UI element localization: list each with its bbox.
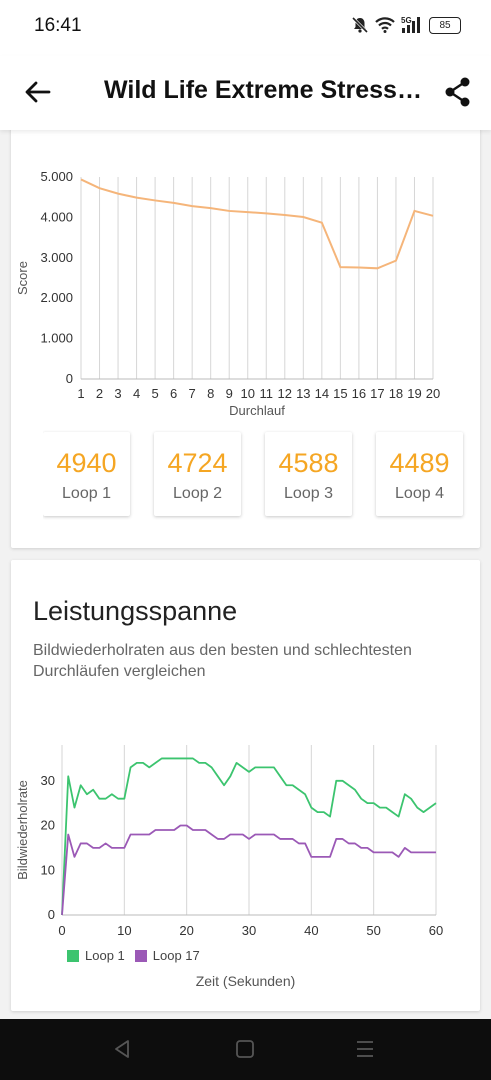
- status-time: 16:41: [34, 15, 82, 36]
- x-tick-label: 20: [179, 923, 193, 938]
- share-icon: [445, 77, 470, 107]
- status-icons: 5G 85: [351, 16, 461, 34]
- loop-label: Loop 4: [395, 485, 444, 502]
- x-tick-label: 9: [226, 386, 233, 401]
- performance-card: Leistungsspanne Bildwiederholraten aus d…: [11, 560, 480, 1011]
- loop-label: Loop 3: [284, 485, 333, 502]
- nav-bar: [0, 1019, 491, 1080]
- status-bar: 16:41 5G: [0, 0, 491, 56]
- battery-icon: 85: [429, 16, 461, 34]
- loop-cards[interactable]: 4940 Loop 1 4724 Loop 2 4588 Loop 3 4489…: [43, 430, 469, 520]
- y-tick-label: 0: [66, 371, 73, 386]
- x-tick-label: 19: [407, 386, 421, 401]
- y-tick-label: 10: [41, 862, 55, 877]
- x-tick-label: 7: [189, 386, 196, 401]
- x-tick-label: 50: [366, 923, 380, 938]
- app-bar: Wild Life Extreme Stress Test: [0, 56, 491, 130]
- y-axis-title: Bildwiederholrate: [15, 780, 30, 880]
- y-tick-label: 3.000: [40, 250, 73, 265]
- nav-recents-button[interactable]: [354, 1038, 376, 1065]
- loop-label: Loop 2: [173, 485, 222, 502]
- loop-card[interactable]: 4588 Loop 3: [265, 432, 352, 516]
- x-axis-title: Durchlauf: [229, 403, 285, 418]
- x-tick-label: 15: [333, 386, 347, 401]
- x-tick-label: 20: [426, 386, 440, 401]
- mute-icon: [351, 16, 369, 34]
- legend-item-loop-1[interactable]: Loop 1: [67, 948, 125, 963]
- y-axis-title: Score: [15, 261, 30, 295]
- share-button[interactable]: [443, 76, 473, 108]
- legend-label: Loop 1: [85, 948, 125, 963]
- x-tick-label: 14: [315, 386, 329, 401]
- y-tick-label: 5.000: [40, 169, 73, 184]
- x-tick-label: 60: [429, 923, 443, 938]
- loop-card[interactable]: 4940 Loop 1: [43, 432, 130, 516]
- x-tick-label: 0: [58, 923, 65, 938]
- x-axis-title: Zeit (Sekunden): [195, 973, 296, 989]
- x-tick-label: 18: [389, 386, 403, 401]
- signal-5g-icon: 5G: [401, 16, 423, 34]
- nav-home-button[interactable]: [234, 1038, 256, 1065]
- y-tick-label: 20: [41, 818, 55, 833]
- score-series-line: [80, 178, 434, 270]
- x-tick-label: 10: [117, 923, 131, 938]
- y-tick-label: 2.000: [40, 290, 73, 305]
- x-tick-label: 16: [352, 386, 366, 401]
- legend-item-loop-17[interactable]: Loop 17: [134, 948, 200, 963]
- x-tick-label: 13: [296, 386, 310, 401]
- x-tick-label: 40: [304, 923, 318, 938]
- back-triangle-icon: [115, 1040, 129, 1058]
- network-type: 5G: [401, 16, 412, 25]
- y-tick-label: 30: [41, 773, 55, 788]
- loop-score: 4940: [56, 448, 117, 478]
- x-tick-label: 1: [77, 386, 84, 401]
- x-tick-label: 17: [370, 386, 384, 401]
- chart-legend: Loop 1 Loop 17: [67, 948, 200, 963]
- legend-swatch: [67, 949, 79, 962]
- x-tick-label: 10: [241, 386, 255, 401]
- x-tick-label: 4: [133, 386, 140, 401]
- score-card: 1 2 3 4 5 6 7 8 9 10 11 12 13 14 15 16 17 18 19 20 0 1.000 2.0…: [11, 124, 480, 548]
- recents-menu-icon: [357, 1041, 373, 1057]
- series-line-loop-1: [61, 757, 437, 916]
- x-tick-label: 6: [170, 386, 177, 401]
- loop-card[interactable]: 4489 Loop 4: [376, 432, 463, 516]
- y-tick-label: 1.000: [40, 331, 73, 346]
- loop-score: 4588: [278, 448, 339, 478]
- series-line-loop-17: [61, 824, 436, 916]
- home-square-icon: [236, 1040, 254, 1058]
- y-tick-label: 0: [48, 907, 55, 922]
- section-description: Bildwiederholraten aus den besten und sc…: [33, 642, 412, 680]
- page-title: Wild Life Extreme Stress Test: [104, 76, 426, 104]
- x-tick-label: 11: [260, 386, 274, 401]
- x-tick-label: 5: [151, 386, 158, 401]
- loop-score: 4489: [389, 448, 450, 478]
- x-tick-label: 2: [96, 386, 103, 401]
- legend-label: Loop 17: [152, 948, 200, 963]
- section-title: Leistungsspanne: [33, 596, 238, 626]
- nav-back-button[interactable]: [112, 1038, 132, 1065]
- legend-swatch: [134, 949, 147, 962]
- loop-label: Loop 1: [62, 485, 111, 502]
- x-tick-label: 12: [278, 386, 292, 401]
- x-tick-label: 30: [242, 923, 256, 938]
- x-tick-label: 3: [114, 386, 121, 401]
- arrow-left-icon: [25, 81, 51, 103]
- y-tick-label: 4.000: [40, 209, 73, 224]
- wifi-icon: [375, 17, 395, 33]
- x-tick-label: 8: [207, 386, 214, 401]
- loop-card[interactable]: 4724 Loop 2: [154, 432, 241, 516]
- back-button[interactable]: [22, 76, 54, 108]
- loop-score: 4724: [167, 448, 228, 478]
- score-chart: 1 2 3 4 5 6 7 8 9 10 11 12 13 14 15 16 17 18 19 2001.0002.0…: [15, 169, 440, 418]
- fps-chart: 0 10 20 30 40 50 60 0 10 20 30 Bildwiederholrate: [15, 745, 443, 938]
